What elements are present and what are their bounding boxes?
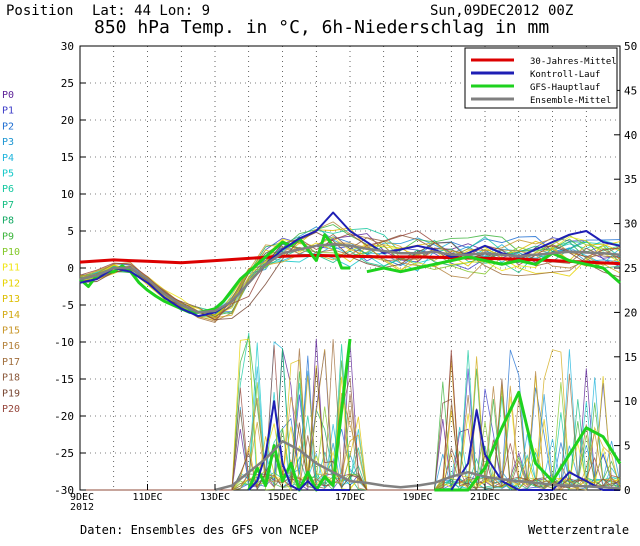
right-tick-label: 40 [624,129,637,142]
series-mean [79,243,621,314]
x-tick-label: 23DEC [537,492,567,503]
member-label: P6 [2,184,14,195]
legend-label: Kontroll-Lauf [530,70,600,80]
member-label: P17 [2,357,20,368]
left-tick-label: -30 [54,484,74,497]
x-tick-label: 19DEC [402,492,432,503]
x-tick-label: 15DEC [267,492,297,503]
member-temp-line [79,236,621,317]
x-tick-label: 17DEC [335,492,365,503]
left-tick-label: 0 [67,262,74,275]
left-tick-label: -20 [54,410,74,423]
member-label: P11 [2,263,20,274]
x-tick-label: 2012 [70,502,94,513]
left-tick-label: 25 [61,77,74,90]
legend-label: GFS-Hauptlauf [530,83,600,93]
right-tick-label: 30 [624,218,637,231]
right-tick-label: 20 [624,306,637,319]
series-gfs_b [366,251,621,284]
data-source-label: Daten: Ensembles des GFS von NCEP [80,523,318,537]
series-clim [79,253,621,266]
run-date-label: Sun,09DEC2012 00Z [430,3,573,19]
left-tick-label: 10 [61,188,74,201]
right-tick-label: 35 [624,173,637,186]
location-label: Lat: 44 Lon: 9 [92,3,210,19]
member-label: P8 [2,216,14,227]
left-tick-label: -25 [54,447,74,460]
highlight-series-lines [79,211,622,492]
member-label: P20 [2,404,20,415]
member-label: P15 [2,326,20,337]
series-gfs_precip_b [434,390,622,492]
member-precip-line [80,345,621,491]
member-label: P10 [2,247,20,258]
chart-title: 850 hPa Temp. in °C, 6h-Niederschlag in … [94,17,549,38]
right-tick-label: 15 [624,351,637,364]
member-label: P19 [2,388,20,399]
member-temp-line [79,238,621,319]
member-label: P14 [2,310,20,321]
right-tick-label: 10 [624,395,637,408]
member-label: P13 [2,294,20,305]
x-tick-label: 9DEC [70,492,94,503]
member-label: P7 [2,200,14,211]
series-control_precip [248,400,350,491]
x-axis-dates: 9DEC2012 11DEC 13DEC 15DEC 17DEC 19DEC 21DEC 23… [70,484,568,513]
left-tick-label: -15 [54,373,74,386]
member-label: P0 [2,90,14,101]
member-labels: P0 P1 P2 P3 P4 P5 P6 P7 P8 P9 P10 P11 P12 P13 P14 P15 P1… [2,90,20,415]
member-label: P2 [2,121,14,132]
member-label: P9 [2,231,14,242]
left-tick-label: 5 [67,225,74,238]
series-control_precip_b [450,409,620,491]
right-tick-label: 50 [624,40,637,53]
legend: 30-Jahres-Mittel Kontroll-Lauf GFS-Hauptla… [464,47,618,109]
member-label: P5 [2,169,14,180]
member-label: P12 [2,278,20,289]
right-tick-label: 5 [624,440,631,453]
left-axis-temperature: 30 25 20 15 10 5 0 -5 -10 -15 -20 -25 -30 [54,40,86,497]
series-control [79,211,621,318]
left-tick-label: -5 [61,299,74,312]
right-tick-label: 0 [624,484,631,497]
member-label: P16 [2,341,20,352]
brand-label: Wetterzentrale [528,523,629,537]
left-tick-label: 20 [61,114,74,127]
legend-label: Ensemble-Mittel [530,96,611,106]
left-tick-label: -10 [54,336,74,349]
member-label: P3 [2,137,14,148]
x-tick-label: 13DEC [200,492,230,503]
x-tick-label: 21DEC [470,492,500,503]
right-tick-label: 45 [624,84,637,97]
member-label: P4 [2,153,14,164]
left-tick-label: 15 [61,151,74,164]
left-tick-label: 30 [61,40,74,53]
member-label: P18 [2,373,20,384]
right-tick-label: 25 [624,262,637,275]
x-tick-label: 11DEC [132,492,162,503]
legend-label: 30-Jahres-Mittel [530,57,617,67]
position-label: Position [6,3,73,19]
member-label: P1 [2,106,14,117]
